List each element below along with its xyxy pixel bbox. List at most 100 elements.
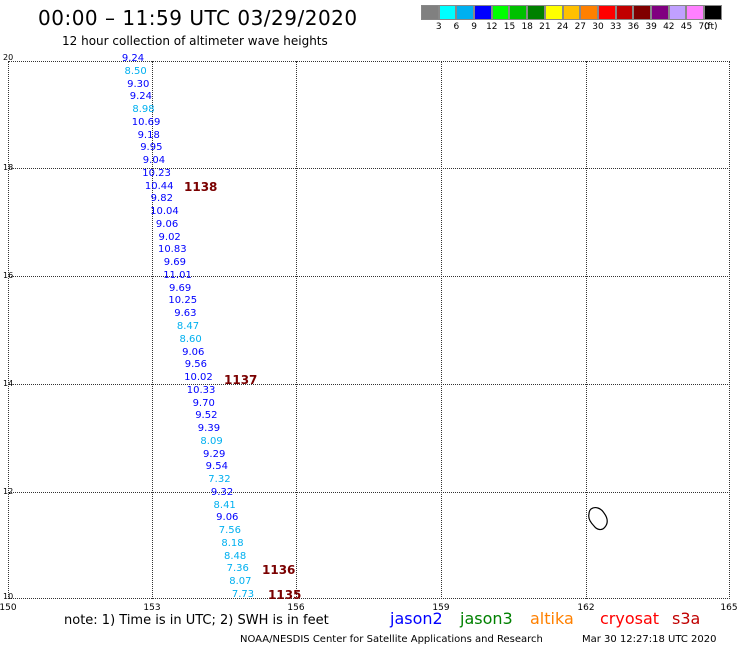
- wave-height-value: 8.18: [221, 537, 244, 549]
- legend-item-jason3: jason3: [460, 609, 513, 628]
- wave-height-value: 8.09: [200, 435, 223, 447]
- colorbar-tick-label: 33: [609, 22, 622, 32]
- wave-height-value: 9.52: [195, 410, 218, 422]
- colorbar-tick-label: 30: [592, 22, 604, 32]
- island-outline: [588, 507, 608, 531]
- wave-height-value: 9.70: [192, 397, 215, 409]
- wave-height-value: 9.02: [158, 231, 181, 243]
- wave-height-value: 9.63: [174, 308, 197, 320]
- legend-item-altika: altika: [530, 609, 574, 628]
- lat-label: 16: [3, 271, 14, 280]
- wave-height-value: 9.95: [140, 142, 163, 154]
- grid-line-lon-162: [586, 61, 587, 599]
- wave-height-value: 9.54: [205, 461, 228, 473]
- colorbar-swatch: [650, 5, 669, 20]
- wave-height-value: 7.32: [208, 474, 231, 486]
- wave-height-value: 9.32: [210, 486, 234, 498]
- wave-height-value: 9.39: [197, 423, 221, 435]
- colorbar-tick-label: 70: [698, 22, 710, 32]
- lon-label: 165: [720, 603, 738, 613]
- lon-label: 159: [432, 603, 450, 613]
- colorbar-swatch: [668, 5, 687, 20]
- colorbar-tick-label: 12: [486, 22, 498, 32]
- lon-label: 153: [143, 603, 161, 613]
- lon-label: 150: [0, 603, 17, 613]
- wave-height-value: 9.82: [150, 193, 173, 205]
- wave-height-value: 8.60: [179, 333, 202, 345]
- wave-height-value: 10.83: [157, 244, 187, 256]
- wave-height-value: 9.24: [129, 91, 152, 103]
- colorbar-swatch: [456, 5, 475, 20]
- colorbar-swatch: [421, 5, 439, 20]
- wave-height-value: 8.07: [229, 576, 252, 588]
- credit-text: NOAA/NESDIS Center for Satellite Applica…: [240, 634, 543, 645]
- colorbar-swatch: [580, 5, 598, 20]
- wave-height-value: 8.41: [213, 499, 236, 511]
- wave-height-value: 9.69: [163, 257, 187, 269]
- wave-height-value: 9.06: [216, 512, 239, 524]
- colorbar-tick-label: 24: [556, 22, 569, 32]
- colorbar-tick-label: 9: [471, 22, 477, 32]
- cycle-time-label: 1136: [262, 563, 296, 577]
- colorbar-swatches: [421, 5, 722, 21]
- wave-height-value: 10.23: [142, 167, 171, 179]
- legend-item-jason2: jason2: [390, 609, 443, 628]
- wave-height-value: 11.01: [163, 269, 192, 281]
- wave-height-value: 9.30: [127, 78, 150, 90]
- wave-height-value: 10.44: [144, 180, 174, 192]
- grid-line-lat-10: [8, 598, 730, 599]
- grid-line-lat-16: [8, 276, 730, 277]
- footer-note: note: 1) Time is in UTC; 2) SWH is in fe…: [64, 613, 329, 628]
- colorbar-tick-label: 36: [627, 22, 640, 32]
- page-subtitle: 12 hour collection of altimeter wave hei…: [62, 34, 328, 48]
- cycle-time-label: 1135: [268, 588, 302, 602]
- colorbar-swatch: [474, 5, 492, 20]
- colorbar-swatch: [633, 5, 651, 20]
- colorbar-tick-label: 3: [435, 22, 442, 32]
- lat-label: 14: [3, 379, 14, 388]
- grid-line-lat-18: [8, 168, 730, 169]
- wave-height-value: 9.56: [184, 359, 207, 371]
- wave-height-value: 9.04: [142, 155, 166, 167]
- grid-line-lon-153: [152, 61, 153, 599]
- grid-line-lon-150: [8, 61, 9, 599]
- wave-height-value: 8.47: [176, 321, 200, 332]
- colorbar-tick-label: 15: [503, 22, 516, 32]
- legend-item-s3a: s3a: [672, 609, 701, 628]
- colorbar-swatch: [491, 5, 510, 20]
- wave-height-value: 10.04: [150, 206, 179, 218]
- colorbar-tick-label: 18: [521, 22, 533, 32]
- colorbar-unit: (ft): [704, 22, 718, 32]
- wave-height-value: 9.24: [121, 53, 145, 64]
- colorbar-swatch: [509, 5, 528, 20]
- wave-height-value: 9.29: [203, 448, 226, 460]
- cycle-time-label: 1137: [224, 373, 258, 387]
- wave-height-value: 10.02: [184, 372, 213, 384]
- wave-height-value: 8.98: [132, 104, 155, 116]
- map-plot-area: [8, 61, 730, 599]
- colorbar-tick-label: 39: [645, 22, 657, 32]
- colorbar-tick-label: 45: [680, 22, 693, 32]
- lat-label: 10: [3, 592, 14, 601]
- wave-height-value: 8.50: [124, 65, 147, 77]
- wave-height-value: 7.73: [231, 589, 255, 600]
- colorbar-swatch: [438, 5, 457, 20]
- colorbar-swatch: [544, 5, 563, 20]
- wave-height-value: 9.06: [155, 218, 179, 230]
- wave-height-value: 9.69: [169, 282, 192, 294]
- generation-timestamp: Mar 30 12:27:18 UTC 2020: [582, 634, 717, 645]
- wave-height-value: 10.25: [168, 295, 198, 307]
- page-title: 00:00 – 11:59 UTC 03/29/2020: [38, 6, 358, 30]
- grid-line-lon-165: [729, 61, 730, 599]
- wave-height-value: 10.69: [131, 116, 161, 128]
- wave-height-value: 7.36: [226, 563, 249, 575]
- colorbar-swatch: [686, 5, 704, 20]
- colorbar-tick-label: 27: [574, 22, 587, 32]
- lat-label: 12: [3, 487, 14, 496]
- cycle-time-label: 1138: [184, 180, 218, 194]
- lat-label: 18: [3, 163, 14, 172]
- colorbar-swatch: [597, 5, 616, 20]
- wave-height-value: 9.06: [182, 346, 205, 358]
- grid-line-lat-12: [8, 492, 730, 493]
- wave-height-value: 9.18: [137, 129, 160, 141]
